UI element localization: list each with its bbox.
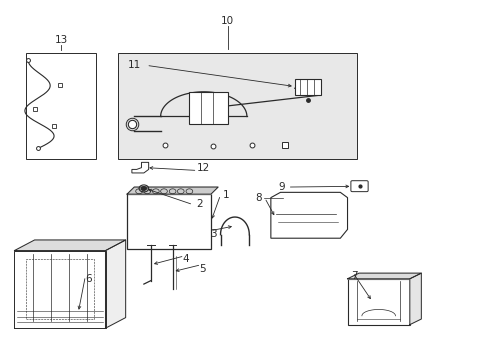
Polygon shape <box>270 192 347 238</box>
Polygon shape <box>132 162 148 173</box>
Polygon shape <box>105 240 125 328</box>
Text: 5: 5 <box>199 264 205 274</box>
Text: 6: 6 <box>85 274 92 284</box>
Bar <box>26 53 96 159</box>
Polygon shape <box>15 240 125 251</box>
Bar <box>127 194 210 249</box>
Text: 8: 8 <box>255 193 262 203</box>
Text: 4: 4 <box>183 255 189 264</box>
Polygon shape <box>347 273 421 279</box>
Text: 1: 1 <box>223 190 229 200</box>
Bar <box>117 53 356 159</box>
Bar <box>189 92 227 123</box>
Text: 10: 10 <box>221 16 234 26</box>
Text: 11: 11 <box>127 60 141 70</box>
Text: 12: 12 <box>197 163 210 173</box>
Polygon shape <box>15 251 105 328</box>
Text: 9: 9 <box>278 182 284 192</box>
Polygon shape <box>127 187 218 194</box>
Circle shape <box>141 187 146 190</box>
FancyBboxPatch shape <box>350 181 367 192</box>
Bar <box>347 279 409 325</box>
Polygon shape <box>409 273 421 325</box>
Text: 13: 13 <box>55 35 68 45</box>
Text: 2: 2 <box>196 199 203 209</box>
Bar <box>294 80 321 95</box>
Text: 7: 7 <box>351 271 357 281</box>
Text: 3: 3 <box>210 229 216 239</box>
